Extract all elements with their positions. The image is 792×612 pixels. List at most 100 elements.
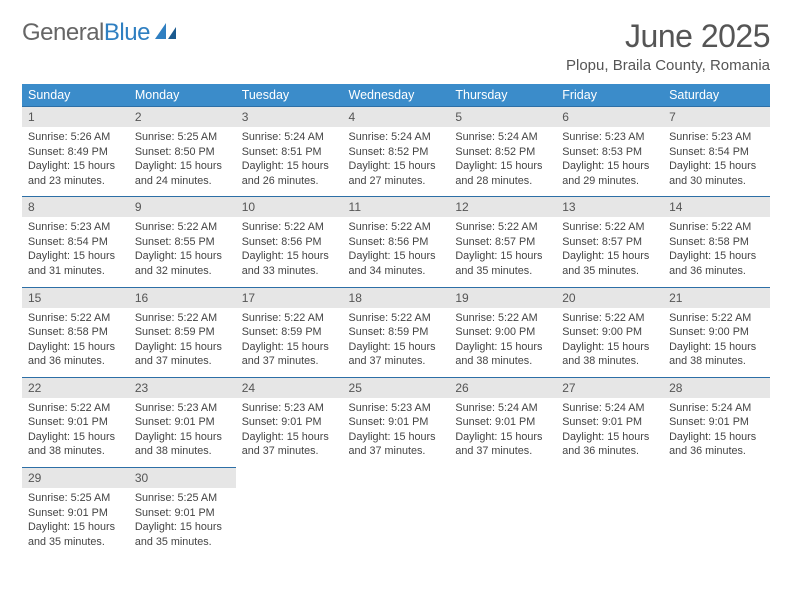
day-number: 11 [343,196,450,217]
calendar-day-cell: 24Sunrise: 5:23 AMSunset: 9:01 PMDayligh… [236,377,343,467]
day-details: Sunrise: 5:23 AMSunset: 9:01 PMDaylight:… [129,398,236,467]
calendar-day-cell: 16Sunrise: 5:22 AMSunset: 8:59 PMDayligh… [129,287,236,377]
calendar-week-row: 22Sunrise: 5:22 AMSunset: 9:01 PMDayligh… [22,377,770,467]
day-details: Sunrise: 5:22 AMSunset: 8:55 PMDaylight:… [129,217,236,286]
day-details: Sunrise: 5:22 AMSunset: 8:57 PMDaylight:… [556,217,663,286]
day-number: 22 [22,377,129,398]
calendar-day-cell: 10Sunrise: 5:22 AMSunset: 8:56 PMDayligh… [236,196,343,286]
calendar-day-cell: 2Sunrise: 5:25 AMSunset: 8:50 PMDaylight… [129,106,236,196]
calendar-empty-cell [556,467,663,557]
day-number: 16 [129,287,236,308]
day-number: 2 [129,106,236,127]
calendar-day-cell: 25Sunrise: 5:23 AMSunset: 9:01 PMDayligh… [343,377,450,467]
calendar-table: Sunday Monday Tuesday Wednesday Thursday… [22,84,770,557]
calendar-day-cell: 8Sunrise: 5:23 AMSunset: 8:54 PMDaylight… [22,196,129,286]
day-details: Sunrise: 5:24 AMSunset: 9:01 PMDaylight:… [556,398,663,467]
calendar-day-cell: 18Sunrise: 5:22 AMSunset: 8:59 PMDayligh… [343,287,450,377]
calendar-day-cell: 6Sunrise: 5:23 AMSunset: 8:53 PMDaylight… [556,106,663,196]
weekday-header: Saturday [663,84,770,106]
weekday-header: Thursday [449,84,556,106]
calendar-day-cell: 4Sunrise: 5:24 AMSunset: 8:52 PMDaylight… [343,106,450,196]
calendar-day-cell: 21Sunrise: 5:22 AMSunset: 9:00 PMDayligh… [663,287,770,377]
calendar-day-cell: 1Sunrise: 5:26 AMSunset: 8:49 PMDaylight… [22,106,129,196]
weekday-header-row: Sunday Monday Tuesday Wednesday Thursday… [22,84,770,106]
calendar-day-cell: 27Sunrise: 5:24 AMSunset: 9:01 PMDayligh… [556,377,663,467]
logo-text-second: Blue [104,19,150,47]
calendar-day-cell: 9Sunrise: 5:22 AMSunset: 8:55 PMDaylight… [129,196,236,286]
calendar-empty-cell [236,467,343,557]
day-details: Sunrise: 5:23 AMSunset: 9:01 PMDaylight:… [236,398,343,467]
day-details: Sunrise: 5:24 AMSunset: 8:52 PMDaylight:… [343,127,450,196]
day-details: Sunrise: 5:22 AMSunset: 8:56 PMDaylight:… [343,217,450,286]
day-details: Sunrise: 5:22 AMSunset: 8:59 PMDaylight:… [236,308,343,377]
day-number: 25 [343,377,450,398]
day-details: Sunrise: 5:24 AMSunset: 9:01 PMDaylight:… [449,398,556,467]
day-details: Sunrise: 5:23 AMSunset: 8:53 PMDaylight:… [556,127,663,196]
day-number: 9 [129,196,236,217]
calendar-empty-cell [663,467,770,557]
day-details: Sunrise: 5:22 AMSunset: 9:00 PMDaylight:… [449,308,556,377]
day-number: 18 [343,287,450,308]
location-text: Plopu, Braila County, Romania [566,57,770,74]
day-details: Sunrise: 5:22 AMSunset: 9:00 PMDaylight:… [663,308,770,377]
day-details: Sunrise: 5:25 AMSunset: 8:50 PMDaylight:… [129,127,236,196]
calendar-day-cell: 5Sunrise: 5:24 AMSunset: 8:52 PMDaylight… [449,106,556,196]
day-details: Sunrise: 5:22 AMSunset: 9:00 PMDaylight:… [556,308,663,377]
day-number: 20 [556,287,663,308]
calendar-day-cell: 28Sunrise: 5:24 AMSunset: 9:01 PMDayligh… [663,377,770,467]
day-details: Sunrise: 5:22 AMSunset: 8:59 PMDaylight:… [129,308,236,377]
day-details: Sunrise: 5:22 AMSunset: 8:57 PMDaylight:… [449,217,556,286]
day-details: Sunrise: 5:23 AMSunset: 8:54 PMDaylight:… [663,127,770,196]
calendar-week-row: 15Sunrise: 5:22 AMSunset: 8:58 PMDayligh… [22,287,770,377]
calendar-day-cell: 26Sunrise: 5:24 AMSunset: 9:01 PMDayligh… [449,377,556,467]
day-details: Sunrise: 5:24 AMSunset: 8:51 PMDaylight:… [236,127,343,196]
weekday-header: Friday [556,84,663,106]
calendar-day-cell: 13Sunrise: 5:22 AMSunset: 8:57 PMDayligh… [556,196,663,286]
day-number: 1 [22,106,129,127]
day-number: 17 [236,287,343,308]
day-details: Sunrise: 5:23 AMSunset: 8:54 PMDaylight:… [22,217,129,286]
day-details: Sunrise: 5:22 AMSunset: 8:56 PMDaylight:… [236,217,343,286]
day-number: 8 [22,196,129,217]
day-details: Sunrise: 5:22 AMSunset: 9:01 PMDaylight:… [22,398,129,467]
day-details: Sunrise: 5:22 AMSunset: 8:58 PMDaylight:… [663,217,770,286]
day-details: Sunrise: 5:25 AMSunset: 9:01 PMDaylight:… [129,488,236,557]
weekday-header: Tuesday [236,84,343,106]
logo: GeneralBlue [22,18,180,48]
day-number: 23 [129,377,236,398]
day-details: Sunrise: 5:23 AMSunset: 9:01 PMDaylight:… [343,398,450,467]
header: GeneralBlue June 2025 Plopu, Braila Coun… [22,18,770,74]
day-number: 5 [449,106,556,127]
page-title: June 2025 [566,18,770,55]
day-number: 10 [236,196,343,217]
day-details: Sunrise: 5:26 AMSunset: 8:49 PMDaylight:… [22,127,129,196]
calendar-day-cell: 22Sunrise: 5:22 AMSunset: 9:01 PMDayligh… [22,377,129,467]
calendar-day-cell: 20Sunrise: 5:22 AMSunset: 9:00 PMDayligh… [556,287,663,377]
day-number: 30 [129,467,236,488]
calendar-day-cell: 11Sunrise: 5:22 AMSunset: 8:56 PMDayligh… [343,196,450,286]
day-details: Sunrise: 5:25 AMSunset: 9:01 PMDaylight:… [22,488,129,557]
day-number: 28 [663,377,770,398]
calendar-day-cell: 3Sunrise: 5:24 AMSunset: 8:51 PMDaylight… [236,106,343,196]
day-number: 29 [22,467,129,488]
calendar-week-row: 1Sunrise: 5:26 AMSunset: 8:49 PMDaylight… [22,106,770,196]
calendar-day-cell: 7Sunrise: 5:23 AMSunset: 8:54 PMDaylight… [663,106,770,196]
day-number: 12 [449,196,556,217]
logo-text-first: General [22,19,104,47]
weekday-header: Wednesday [343,84,450,106]
day-details: Sunrise: 5:22 AMSunset: 8:58 PMDaylight:… [22,308,129,377]
calendar-empty-cell [343,467,450,557]
day-number: 6 [556,106,663,127]
logo-sail-icon [154,20,180,48]
calendar-day-cell: 23Sunrise: 5:23 AMSunset: 9:01 PMDayligh… [129,377,236,467]
day-number: 4 [343,106,450,127]
day-number: 19 [449,287,556,308]
day-number: 21 [663,287,770,308]
calendar-day-cell: 15Sunrise: 5:22 AMSunset: 8:58 PMDayligh… [22,287,129,377]
day-details: Sunrise: 5:24 AMSunset: 8:52 PMDaylight:… [449,127,556,196]
calendar-empty-cell [449,467,556,557]
calendar-day-cell: 30Sunrise: 5:25 AMSunset: 9:01 PMDayligh… [129,467,236,557]
calendar-day-cell: 14Sunrise: 5:22 AMSunset: 8:58 PMDayligh… [663,196,770,286]
day-number: 15 [22,287,129,308]
weekday-header: Monday [129,84,236,106]
